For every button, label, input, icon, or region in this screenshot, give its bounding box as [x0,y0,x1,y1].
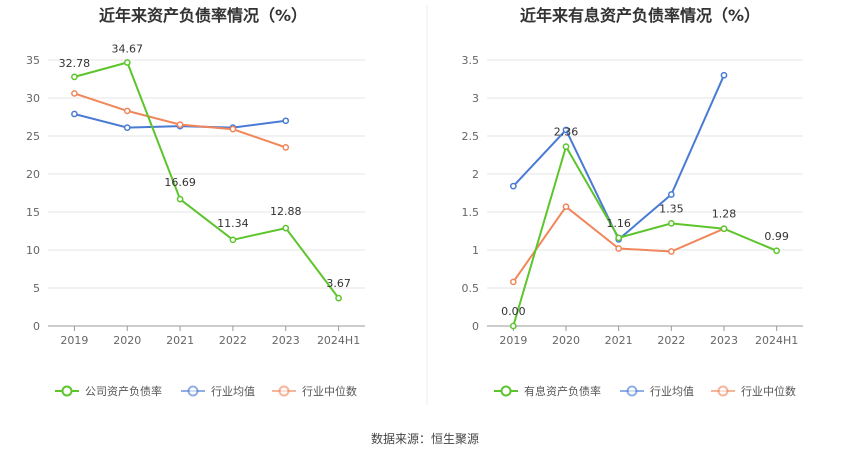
data-point [667,248,675,255]
data-label: 0.00 [501,305,526,318]
source-text: 数据来源：恒生聚源 [371,431,479,446]
y-tick-label: 35 [26,54,40,67]
data-point [615,245,623,252]
data-point [667,191,675,198]
data-point [562,143,570,150]
data-point [282,144,290,151]
y-tick-label: 20 [26,168,40,181]
legend-label: 有息资产负债率 [524,384,601,398]
x-tick-label: 2022 [657,334,685,347]
x-tick-label: 2023 [710,334,738,347]
y-tick-label: 15 [26,206,40,219]
x-tick-label: 2023 [272,334,300,347]
data-label: 3.67 [326,277,351,290]
y-tick-label: 3 [472,92,479,105]
y-tick-label: 0.5 [462,282,480,295]
legend-marker [61,385,73,397]
data-point [720,71,728,79]
data-point [123,124,131,131]
legend-marker [626,385,638,397]
x-tick-label: 2022 [219,334,247,347]
data-point [562,126,570,134]
legend-label: 行业中位数 [302,384,357,398]
data-point [720,225,728,233]
data-point [562,203,570,211]
series-line-0 [512,144,778,327]
data-label: 12.88 [270,205,302,218]
legend-label: 行业中位数 [741,384,796,398]
y-tick-label: 1 [472,244,479,257]
y-tick-label: 30 [26,92,40,105]
data-label: 11.34 [217,217,249,230]
series-line-2 [74,92,287,149]
data-label: 32.78 [59,57,91,70]
x-tick-label: 2020 [552,334,580,347]
y-tick-label: 2 [472,168,479,181]
y-tick-label: 1.5 [462,206,480,219]
data-point [509,322,517,330]
chart-title: 近年来有息资产负债率情况（%） [520,6,760,25]
data-point [71,110,78,118]
data-label: 2.36 [554,126,579,139]
legend-marker [717,385,729,397]
x-tick-label: 2024H1 [755,334,798,347]
data-label: 1.35 [659,202,684,215]
data-label: 16.69 [164,176,196,189]
y-tick-label: 0 [33,320,40,333]
legend-item: 行业均值 [181,385,255,398]
data-label: 1.28 [712,208,737,221]
data-point [176,195,184,203]
legend-item: 行业中位数 [711,384,796,398]
x-tick-label: 2020 [113,334,141,347]
legend-label: 公司资产负债率 [85,384,162,398]
data-label: 34.67 [112,43,144,56]
data-label: 1.16 [606,217,631,230]
chart-debt-ratio: 近年来资产负债率情况（%） 0 5 10 15 20 25 30 35 2019 2020 2021 2… [26,6,365,398]
series-line-1 [512,74,725,242]
y-tick-label: 25 [26,130,40,143]
data-point [282,224,290,232]
y-tick-label: 3.5 [462,54,480,67]
legend-item: 有息资产负债率 [494,384,601,398]
data-point [71,73,78,81]
y-tick-label: 2.5 [462,130,480,143]
x-tick-label: 2021 [605,334,633,347]
x-tick-label: 2024H1 [317,334,360,347]
chart-interest-debt-ratio: 近年来有息资产负债率情况（%） 0 0.5 1 1.5 2 2.5 3 3.5 2019 2020 2… [462,6,803,398]
legend-marker [187,385,199,397]
data-point [123,59,131,66]
legend-item: 行业中位数 [272,384,357,398]
data-point [509,278,517,286]
legend-marker [278,385,290,397]
legend-label: 行业均值 [650,385,694,398]
data-point [335,294,342,302]
data-point [229,125,237,133]
chart-title: 近年来资产负债率情况（%） [99,6,307,25]
y-tick-label: 10 [26,244,40,257]
legend-item: 公司资产负债率 [55,384,162,398]
x-tick-label: 2019 [60,334,88,347]
y-tick-label: 0 [472,320,479,333]
x-tick-label: 2021 [166,334,194,347]
data-point [123,107,131,115]
y-tick-label: 5 [33,282,40,295]
legend-marker [500,385,512,397]
data-point [282,117,290,125]
data-point [615,234,623,242]
data-point [509,182,517,190]
data-point [71,90,78,97]
legend-label: 行业均值 [211,385,255,398]
series-line-0 [74,61,340,299]
data-point [667,220,675,227]
data-point [176,121,184,128]
data-point [773,247,781,255]
data-label: 0.99 [764,230,789,243]
x-tick-label: 2019 [499,334,527,347]
data-point [229,236,237,244]
legend-item: 行业均值 [620,385,694,398]
